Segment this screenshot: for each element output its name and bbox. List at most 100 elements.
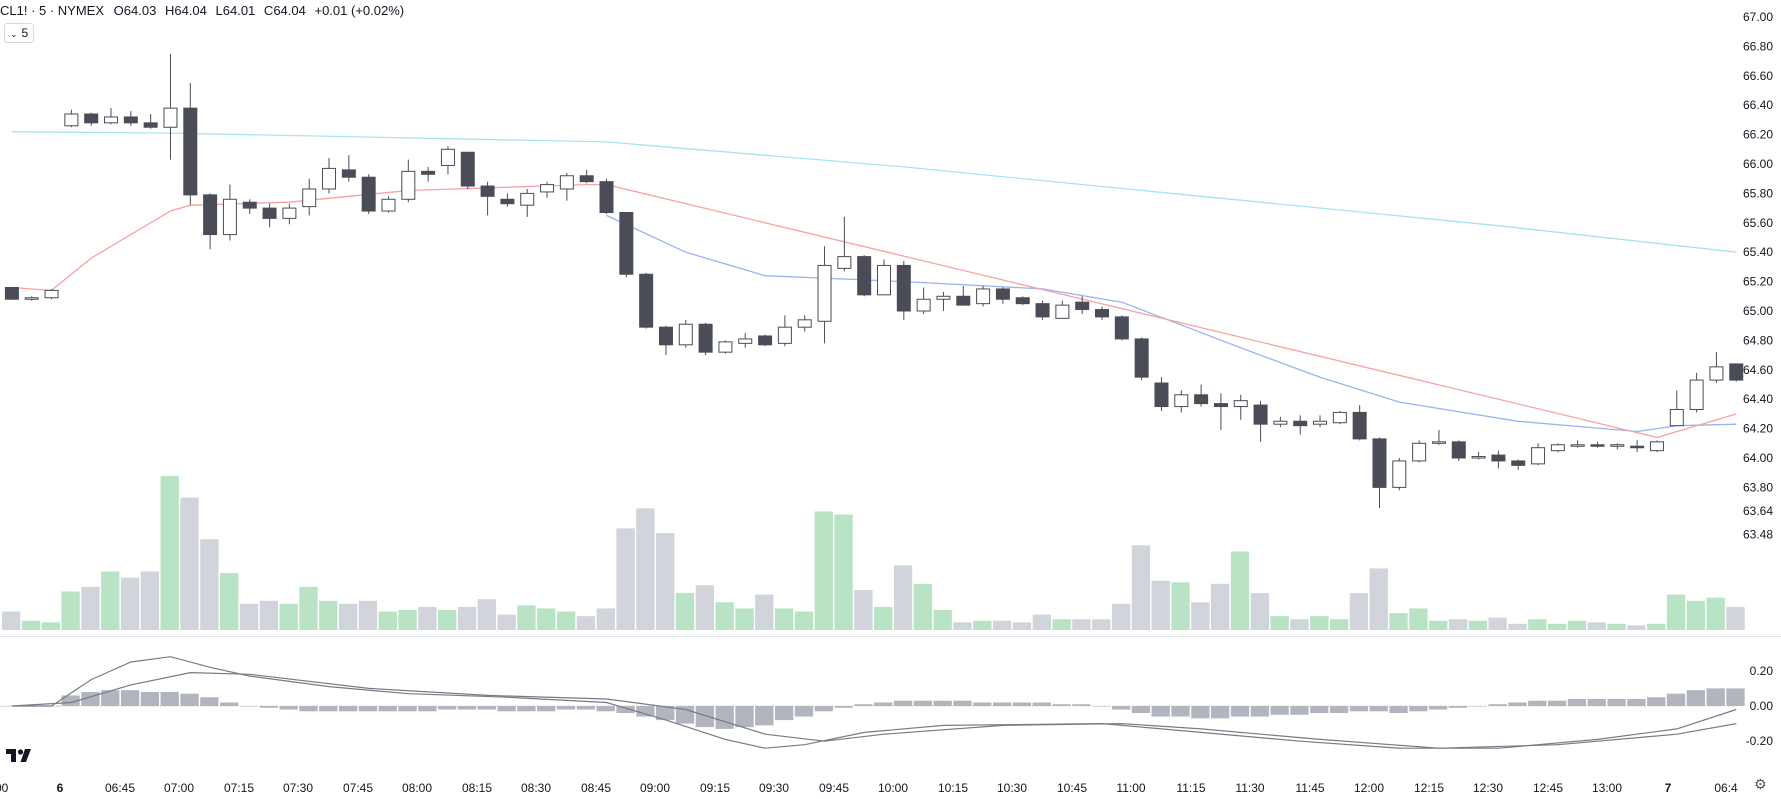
candle-body (1689, 379, 1704, 410)
macd-histogram-bar (933, 700, 952, 706)
macd-histogram-bar (656, 706, 675, 721)
volume-bar (1012, 622, 1032, 630)
candle-body (1035, 303, 1050, 318)
macd-histogram-bar (180, 693, 199, 706)
candle-body (1431, 441, 1446, 444)
interval-toggle-button[interactable]: ⌄ 5 (4, 23, 35, 43)
macd-histogram-bar (1508, 702, 1527, 706)
price-axis-label: 66.80 (1743, 39, 1773, 53)
macd-histogram-bar (1389, 706, 1408, 714)
candle-body (1194, 394, 1209, 405)
time-axis-label: 12:30 (1473, 781, 1503, 795)
macd-histogram-bar (1468, 706, 1487, 707)
macd-histogram-bar (1191, 706, 1210, 719)
volume-bar (1508, 623, 1527, 630)
volume-bar (993, 620, 1012, 630)
macd-histogram-bar (457, 706, 477, 710)
candle-body (104, 116, 119, 124)
macd-histogram-bar (338, 706, 358, 712)
volume-bar (933, 609, 952, 630)
volume-bar (1666, 594, 1686, 630)
symbol-title[interactable]: CL1! · 5 · NYMEX (0, 3, 105, 18)
volume-bar (1409, 608, 1428, 630)
candle-body (1590, 444, 1605, 447)
volume-bar (61, 591, 80, 630)
time-axis-label: 11:00 (1116, 781, 1145, 795)
macd-histogram-bar (1151, 706, 1170, 717)
candle-body (1709, 366, 1724, 381)
candle-body (44, 289, 59, 299)
volume-bar (1250, 593, 1269, 630)
macd-histogram-bar (695, 706, 715, 728)
macd-histogram-bar (1310, 706, 1329, 714)
candle-body (222, 198, 237, 236)
macd-histogram-bar (874, 702, 893, 706)
macd-histogram-bar (220, 702, 239, 706)
volume-bar (1547, 623, 1567, 630)
volume-bar (913, 583, 933, 630)
macd-histogram-bar (735, 706, 754, 728)
time-axis-label: 07:45 (343, 781, 373, 795)
macd-histogram-bar (101, 690, 120, 706)
macd-histogram-bar (1666, 693, 1686, 706)
volume-bar (893, 565, 913, 630)
volume-bar (41, 622, 60, 630)
macd-histogram-bar (973, 702, 992, 706)
high-label: H (164, 3, 175, 18)
volume-bar (774, 608, 794, 630)
price-axis-label: 64.20 (1743, 422, 1773, 436)
volume-bar (517, 605, 536, 630)
macd-histogram-bar (438, 706, 457, 710)
macd-histogram-bar (755, 706, 774, 726)
candle-body (658, 326, 673, 346)
macd-histogram-bar (1429, 706, 1448, 710)
volume-bar (1290, 619, 1309, 630)
macd-histogram-bar (1528, 700, 1547, 706)
price-axis-label: 64.60 (1743, 363, 1773, 377)
time-axis-label: 10:15 (938, 781, 968, 795)
macd-histogram-bar (398, 706, 417, 712)
volume-bar (715, 602, 734, 630)
candle-body (540, 184, 555, 193)
candle-body (64, 113, 79, 127)
volume-bar (1171, 582, 1190, 630)
volume-bar (656, 532, 675, 630)
volume-bar (160, 476, 179, 630)
price-axis-label: 65.20 (1743, 275, 1773, 289)
gear-icon[interactable]: ⚙ (1754, 776, 1767, 792)
macd-histogram-bar (2, 706, 21, 707)
price-axis-label: 63.48 (1743, 527, 1773, 541)
candle-body (976, 288, 991, 305)
candle-body (1630, 445, 1645, 449)
macd-histogram-bar (1230, 706, 1250, 717)
macd-histogram-bar (774, 706, 794, 721)
time-axis-label: 11:30 (1235, 781, 1264, 795)
macd-histogram-bar (1369, 706, 1388, 712)
candle-body (936, 295, 951, 300)
candle-body (282, 207, 297, 219)
candle-body (4, 286, 19, 300)
time-axis-label: 09:00 (640, 781, 670, 795)
time-axis-label: 10:00 (878, 781, 908, 795)
candle-body (1253, 404, 1268, 425)
volume-bar (1092, 619, 1111, 630)
candle-body (1729, 363, 1744, 381)
candle-body (520, 192, 535, 206)
volume-bar (1686, 600, 1706, 630)
volume-bar (953, 622, 972, 630)
volume-bar (1468, 620, 1487, 630)
price-axis-label: 64.80 (1743, 333, 1773, 347)
macd-histogram-bar (715, 706, 734, 729)
macd-histogram-bar (1547, 700, 1567, 706)
volume-bar (418, 606, 437, 630)
volume-bar (180, 497, 199, 630)
volume-bar (973, 620, 992, 630)
candle-body (995, 288, 1010, 300)
volume-bar (1230, 551, 1250, 630)
candle-body (797, 319, 812, 328)
macd-histogram-bar (1290, 706, 1309, 715)
macd-axis-label: -0.20 (1746, 734, 1774, 748)
candle-body (341, 169, 356, 178)
tradingview-logo-icon[interactable] (6, 748, 34, 769)
